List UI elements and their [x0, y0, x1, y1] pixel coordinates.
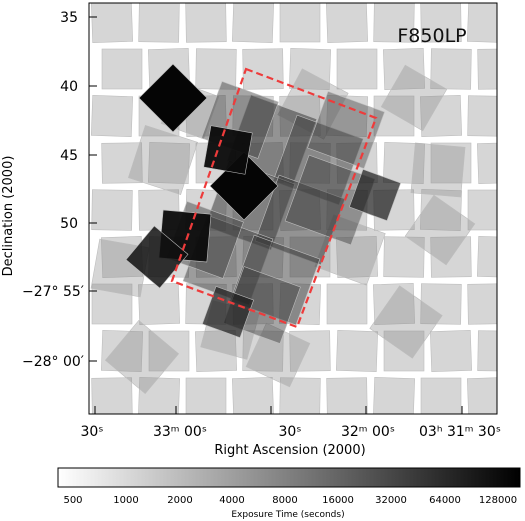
exposure-tile — [279, 377, 321, 414]
colorbar-tick-label: 16000 — [322, 495, 354, 506]
exposure-tile — [467, 3, 497, 43]
colorbar-tick-label: 8000 — [272, 495, 297, 506]
exposure-tile — [410, 142, 466, 198]
pointing-tiles — [90, 3, 497, 414]
exposure-tile — [91, 3, 133, 43]
y-tick-label: 35 — [60, 10, 78, 26]
x-tick-label: 30ˢ — [80, 424, 103, 440]
exposure-tile — [420, 3, 462, 43]
exposure-tile — [369, 285, 443, 359]
filter-label: F850LP — [397, 25, 466, 47]
exposure-map-plot: F850LP — [88, 2, 498, 415]
exposure-tile — [373, 283, 415, 325]
exposure-tile — [420, 283, 462, 325]
exposure-tile — [373, 377, 415, 414]
exposure-tile — [195, 48, 237, 90]
x-axis: 30ˢ 33ᵐ 00ˢ 30ˢ 32ᵐ 00ˢ 03ʰ 31ᵐ 30ˢ Righ… — [80, 406, 501, 458]
exposure-tile — [104, 319, 180, 395]
exposure-tile — [185, 377, 227, 414]
colorbar-tick-label: 64000 — [429, 495, 461, 506]
y-axis: 35 40 45 50 −27° 55′ −28° 00′ Declinatio… — [1, 10, 97, 370]
exposure-tile — [373, 3, 415, 43]
exposure-tile — [430, 48, 472, 90]
exposure-tile — [91, 377, 133, 414]
exposure-tile — [336, 48, 378, 90]
exposure-tile — [326, 283, 368, 325]
x-tick-label: 32ᵐ 00ˢ — [341, 424, 395, 440]
exposure-tile — [383, 330, 425, 372]
exposure-tile — [467, 283, 497, 325]
x-tick-label: 30ˢ — [278, 424, 301, 440]
exposure-tile — [289, 48, 331, 90]
y-axis-title: Declination (2000) — [1, 156, 16, 277]
exposure-tile — [232, 377, 274, 414]
exposure-tile — [127, 124, 199, 196]
exposure-tile — [101, 330, 143, 372]
exposure-tile — [430, 330, 472, 372]
exposure-tile — [101, 142, 143, 184]
colorbar-tick-label: 128000 — [479, 495, 517, 506]
exposure-tile — [148, 330, 190, 372]
colorbar-tick-label: 2000 — [167, 495, 192, 506]
y-tick-label: 50 — [60, 216, 78, 232]
exposure-tile — [91, 189, 133, 231]
exposure-tile — [404, 194, 476, 266]
exposure-tile — [430, 236, 472, 278]
exposure-tile — [467, 377, 497, 414]
deep-exposure-tile — [138, 63, 208, 133]
survey-outline — [170, 67, 378, 329]
exposure-tile — [420, 377, 462, 414]
exposure-tile — [420, 95, 462, 137]
colorbar-gradient — [57, 467, 521, 488]
exposure-tile — [185, 3, 227, 43]
exposure-tile — [383, 236, 425, 278]
exposure-tile — [326, 377, 368, 414]
exposure-tile — [477, 48, 497, 90]
deep-exposure-tile — [348, 168, 402, 222]
y-tick-label: −27° 55′ — [22, 284, 84, 300]
y-tick-label: 40 — [60, 79, 78, 95]
exposure-tile — [477, 330, 497, 372]
exposure-tile — [383, 48, 425, 90]
exposure-tile — [138, 283, 180, 325]
y-tick-label: −28° 00′ — [22, 354, 84, 370]
exposure-tile — [91, 95, 133, 137]
colorbar-title: Exposure Time (seconds) — [231, 510, 344, 520]
exposure-tile — [430, 142, 472, 184]
exposure-tile — [279, 3, 321, 43]
exposure-tile — [467, 95, 497, 137]
exposure-tile — [380, 64, 448, 132]
exposure-tile — [138, 377, 180, 414]
exposure-tile — [373, 95, 415, 137]
exposure-tile — [91, 283, 133, 325]
colorbar-tick-label: 1000 — [113, 495, 138, 506]
colorbar-tick-label: 500 — [63, 495, 82, 506]
plot-frame — [88, 2, 498, 415]
exposure-tile — [477, 142, 497, 184]
x-tick-label: 03ʰ 31ᵐ 30ˢ — [419, 424, 501, 440]
exposure-tile — [138, 3, 180, 43]
x-tick-label: 33ᵐ 00ˢ — [153, 424, 207, 440]
exposure-tile — [289, 330, 331, 372]
exposure-tile — [232, 3, 274, 43]
x-axis-title: Right Ascension (2000) — [214, 443, 365, 458]
deep-exposure-tile — [201, 285, 255, 339]
exposure-tile — [242, 48, 284, 90]
y-tick-label: 45 — [60, 148, 78, 164]
exposure-tile — [101, 48, 143, 90]
deep-exposure-tile — [203, 125, 253, 175]
exposure-tile — [326, 3, 368, 43]
colorbar: 500 1000 2000 4000 8000 16000 32000 6400… — [57, 467, 521, 520]
colorbar-tick-label: 32000 — [375, 495, 407, 506]
exposure-tile — [148, 142, 190, 184]
colorbar-tick-label: 4000 — [219, 495, 244, 506]
exposure-tile — [245, 322, 311, 388]
exposure-tile — [336, 330, 378, 372]
exposure-tile — [477, 236, 497, 278]
exposure-tile — [467, 189, 497, 231]
deep-exposure-tile — [125, 225, 189, 289]
